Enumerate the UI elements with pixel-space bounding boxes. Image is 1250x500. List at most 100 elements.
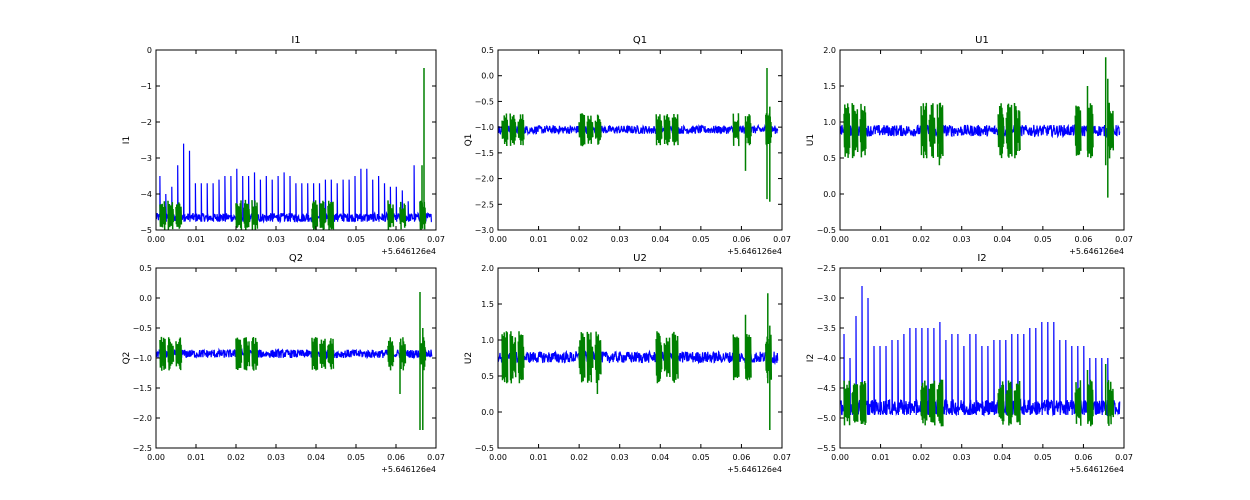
chart-panel-q1: 0.00 0.01 0.02 0.03 0.04 0.05 0.06 0.07 0.5 0.0 −0… [464, 35, 791, 256]
x-tick-label: 0.01 [872, 453, 890, 462]
y-tick-label: −3.5 [817, 324, 836, 333]
y-tick-label: −0.5 [475, 97, 494, 106]
y-tick-label: −3.0 [475, 226, 494, 235]
x-tick-label: 0.04 [307, 235, 325, 244]
y-tick-label: −3 [140, 154, 152, 163]
x-tick-label: 0.00 [489, 235, 507, 244]
y-tick-label: −4 [140, 190, 152, 199]
chart-panel-q2: 0.00 0.01 0.02 0.03 0.04 0.05 0.06 0.07 0.5 0.0 −0… [122, 253, 445, 474]
axes-frame [497, 267, 783, 449]
x-tick-label: 0.03 [611, 453, 629, 462]
x-tick-label: 0.01 [530, 453, 548, 462]
x-tick-label: 0.02 [912, 453, 930, 462]
series-line-green [159, 292, 427, 430]
x-tick-label: 0.01 [187, 453, 205, 462]
y-tick-label: 0.0 [481, 72, 494, 81]
y-axis-label: Q1 [464, 134, 474, 147]
x-tick-label: 0.05 [692, 453, 710, 462]
x-tick-label: 0.05 [347, 453, 365, 462]
series-line-green [501, 293, 773, 430]
y-tick-label: −4.5 [817, 384, 836, 393]
x-tick-label: 0.07 [427, 453, 445, 462]
x-tick-label: 0.02 [912, 235, 930, 244]
y-tick-label: −1.0 [475, 123, 494, 132]
x-tick-label: 0.07 [1115, 453, 1133, 462]
series-line-green [159, 68, 427, 230]
chart-title: I1 [291, 35, 300, 46]
x-offset-text: +5.646126e4 [1069, 465, 1124, 474]
axes-frame [155, 49, 437, 231]
x-offset-text: +5.646126e4 [381, 465, 436, 474]
x-tick-label: 0.06 [1075, 235, 1093, 244]
x-tick-label: 0.00 [147, 453, 165, 462]
x-tick-label: 0.06 [387, 453, 405, 462]
y-axis-label: I2 [806, 354, 816, 362]
x-tick-label: 0.02 [570, 235, 588, 244]
x-tick-label: 0.06 [1075, 453, 1093, 462]
y-tick-label: −2.0 [133, 414, 152, 423]
series-line-green [843, 364, 1115, 427]
chart-panel-i2: 0.00 0.01 0.02 0.03 0.04 0.05 0.06 0.07 −2.5 −3.0… [806, 253, 1133, 474]
x-tick-label: 0.01 [187, 235, 205, 244]
series-line-green [843, 57, 1115, 198]
x-offset-text: +5.646126e4 [727, 247, 782, 256]
x-tick-label: 0.00 [831, 453, 849, 462]
x-tick-label: 0.04 [651, 235, 669, 244]
x-tick-label: 0.02 [227, 453, 245, 462]
chart-panel-u2: 0.00 0.01 0.02 0.03 0.04 0.05 0.06 0.07 2.0 1.5 1.… [464, 253, 791, 474]
series-line-blue [156, 143, 432, 224]
y-axis-label: U1 [806, 134, 816, 146]
x-tick-label: 0.07 [773, 453, 791, 462]
y-tick-label: −1.0 [133, 354, 152, 363]
x-offset-text: +5.646126e4 [727, 465, 782, 474]
chart-title: Q1 [633, 35, 647, 46]
x-tick-label: 0.03 [611, 235, 629, 244]
chart-panel-u1: 0.00 0.01 0.02 0.03 0.04 0.05 0.06 0.07 2.0 1.5 1.… [806, 35, 1133, 256]
x-offset-text: +5.646126e4 [381, 247, 436, 256]
series-line-blue [498, 123, 779, 136]
x-tick-label: 0.07 [1115, 235, 1133, 244]
series-line-blue [840, 285, 1121, 417]
x-tick-label: 0.06 [387, 235, 405, 244]
series-line-blue [156, 347, 433, 361]
x-tick-label: 0.01 [530, 235, 548, 244]
y-tick-label: 0.5 [823, 154, 836, 163]
y-tick-label: −3.0 [817, 294, 836, 303]
y-tick-label: −4.0 [817, 354, 836, 363]
y-tick-label: 0.5 [139, 264, 152, 273]
y-tick-label: −2.5 [817, 264, 836, 273]
chart-title: U1 [975, 35, 989, 46]
y-tick-label: 2.0 [823, 46, 836, 55]
chart-panel-i1: 0.00 0.01 0.02 0.03 0.04 0.05 0.06 0.07 0 −1 −2 −3 −… [122, 35, 445, 256]
y-tick-label: 1.5 [481, 300, 494, 309]
x-tick-label: 0.02 [570, 453, 588, 462]
y-axis-label: Q2 [122, 352, 132, 365]
y-tick-label: −1.5 [133, 384, 152, 393]
y-tick-label: −1.5 [475, 149, 494, 158]
x-tick-label: 0.05 [347, 235, 365, 244]
y-tick-label: −0.5 [133, 324, 152, 333]
x-tick-label: 0.04 [307, 453, 325, 462]
y-tick-label: 1.0 [823, 118, 836, 127]
x-tick-label: 0.03 [953, 453, 971, 462]
x-tick-label: 0.06 [733, 453, 751, 462]
x-tick-label: 0.05 [1034, 235, 1052, 244]
y-axis-label: I1 [122, 136, 132, 144]
x-tick-label: 0.00 [831, 235, 849, 244]
x-offset-text: +5.646126e4 [1069, 247, 1124, 256]
chart-title: I2 [977, 253, 986, 264]
series-line-blue [840, 123, 1121, 139]
y-tick-label: −5 [140, 226, 152, 235]
y-tick-label: 0 [147, 46, 152, 55]
x-tick-label: 0.00 [489, 453, 507, 462]
x-tick-label: 0.07 [773, 235, 791, 244]
y-axis-label: U2 [464, 352, 474, 364]
y-tick-label: 0.5 [481, 372, 494, 381]
y-tick-label: −0.5 [475, 444, 494, 453]
y-tick-label: −0.5 [817, 226, 836, 235]
y-tick-label: −2 [140, 118, 152, 127]
x-tick-label: 0.04 [993, 235, 1011, 244]
series-line-blue [498, 349, 779, 366]
y-tick-label: −2.5 [475, 200, 494, 209]
